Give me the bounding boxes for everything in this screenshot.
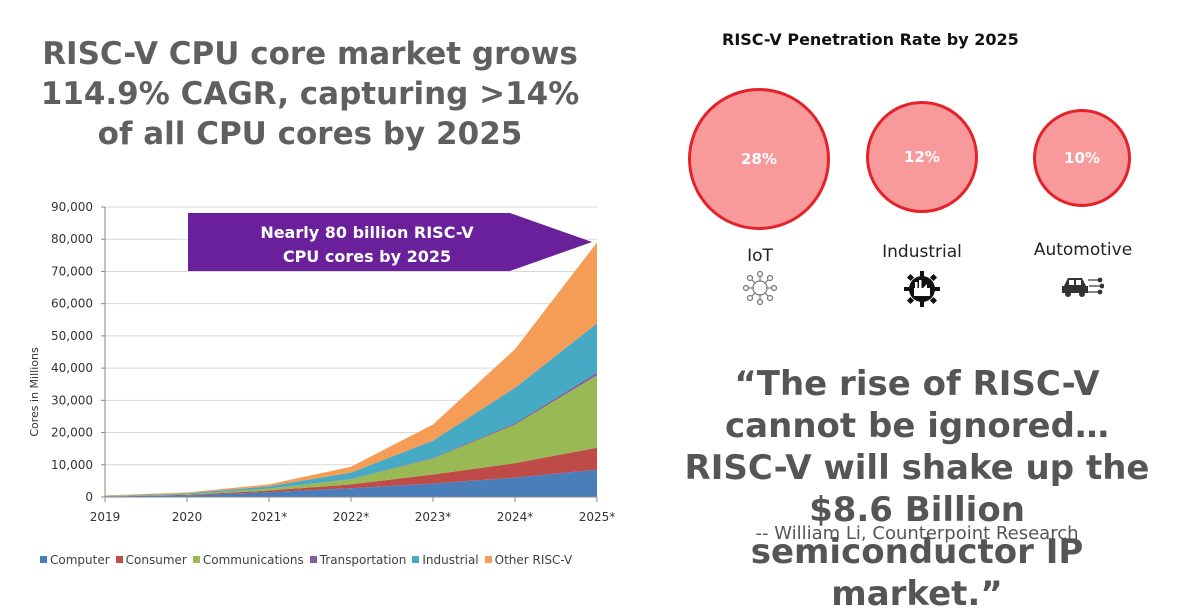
chart-areas bbox=[105, 242, 597, 497]
area-industrial bbox=[105, 323, 597, 497]
y-tick-label: 0 bbox=[85, 490, 93, 504]
legend-label: Industrial bbox=[422, 553, 479, 567]
stacked-area-chart: 0 10,000 20,000 30,000 40,000 50,000 60,000 70,… bbox=[28, 200, 616, 524]
bubble-iot: 28% bbox=[688, 88, 830, 230]
sector-label-automotive: Automotive bbox=[1033, 240, 1133, 260]
x-tick-label: 2021* bbox=[251, 510, 288, 524]
y-tick-label: 70,000 bbox=[51, 264, 93, 278]
legend-item: Industrial bbox=[412, 553, 479, 567]
legend-label: Other RISC-V bbox=[494, 553, 573, 567]
legend-item: Transportation bbox=[309, 553, 407, 567]
area-consumer bbox=[105, 447, 597, 497]
y-tick-labels: 0 10,000 20,000 30,000 40,000 50,000 60,000 70,… bbox=[51, 200, 93, 504]
legend-swatch bbox=[115, 556, 123, 563]
annotation-arrow-shape bbox=[188, 213, 592, 271]
legend-label: Computer bbox=[50, 553, 110, 567]
y-tick-label: 80,000 bbox=[51, 232, 93, 246]
legend-label: Communications bbox=[202, 553, 304, 567]
y-tick-label: 90,000 bbox=[51, 200, 93, 214]
x-tick-label: 2022* bbox=[333, 510, 370, 524]
x-tick-label: 2023* bbox=[415, 510, 452, 524]
x-tick-label: 2019 bbox=[90, 510, 121, 524]
area-computer bbox=[105, 469, 597, 497]
sector-label-industrial: Industrial bbox=[882, 242, 962, 262]
bubble-industrial: 12% bbox=[866, 101, 978, 213]
legend-swatch bbox=[412, 556, 420, 563]
x-tick-label: 2020 bbox=[172, 510, 203, 524]
y-tick-label: 50,000 bbox=[51, 329, 93, 343]
legend-item: Communications bbox=[192, 553, 304, 567]
annotation-line-2: CPU cores by 2025 bbox=[283, 247, 451, 266]
bubble-automotive-rate: 10% bbox=[1064, 149, 1100, 167]
legend-swatch bbox=[192, 556, 200, 563]
legend-swatch bbox=[484, 556, 492, 563]
iot-network-icon bbox=[742, 270, 778, 306]
y-tick-label: 60,000 bbox=[51, 297, 93, 311]
y-tick-label: 40,000 bbox=[51, 361, 93, 375]
annotation-arrow: Nearly 80 billion RISC-V CPU cores by 20… bbox=[188, 213, 592, 271]
y-tick-label: 30,000 bbox=[51, 393, 93, 407]
bubble-industrial-rate: 12% bbox=[904, 148, 940, 166]
annotation-line-1: Nearly 80 billion RISC-V bbox=[260, 223, 474, 242]
x-tick-labels: 2019 2020 2021* 2022* 2023* 2024* 2025* bbox=[90, 510, 616, 524]
y-axis-label: Cores in Millions bbox=[28, 347, 41, 437]
legend-label: Transportation bbox=[319, 553, 407, 567]
bubble-automotive: 10% bbox=[1033, 109, 1131, 207]
chart-legend: Computer Consumer Communications Transporta… bbox=[40, 553, 640, 567]
legend-swatch bbox=[40, 556, 47, 563]
connected-car-icon bbox=[1062, 277, 1104, 297]
legend-item: Other RISC-V bbox=[484, 553, 573, 567]
legend-item: Computer bbox=[40, 553, 110, 567]
quote-text: “The rise of RISC-V cannot be ignored… R… bbox=[684, 364, 1150, 614]
headline: RISC-V CPU core market grows 114.9% CAGR… bbox=[40, 36, 580, 152]
penetration-title: RISC-V Penetration Rate by 2025 bbox=[722, 30, 1019, 49]
bubble-iot-rate: 28% bbox=[741, 150, 777, 168]
legend-item: Consumer bbox=[115, 553, 187, 567]
chart-axes bbox=[101, 206, 598, 502]
chart-gridlines bbox=[105, 206, 597, 466]
x-tick-label: 2024* bbox=[497, 510, 534, 524]
sector-label-iot: IoT bbox=[747, 246, 773, 266]
area-communications bbox=[105, 375, 597, 497]
factory-gear-icon bbox=[904, 271, 940, 307]
y-tick-label: 10,000 bbox=[51, 458, 93, 472]
area-other-risc-v bbox=[105, 242, 597, 496]
legend-swatch bbox=[309, 556, 317, 563]
legend-label: Consumer bbox=[125, 553, 187, 567]
y-tick-label: 20,000 bbox=[51, 426, 93, 440]
quote-attribution: -- William Li, Counterpoint Research bbox=[755, 523, 1079, 544]
x-tick-label: 2025* bbox=[579, 510, 616, 524]
